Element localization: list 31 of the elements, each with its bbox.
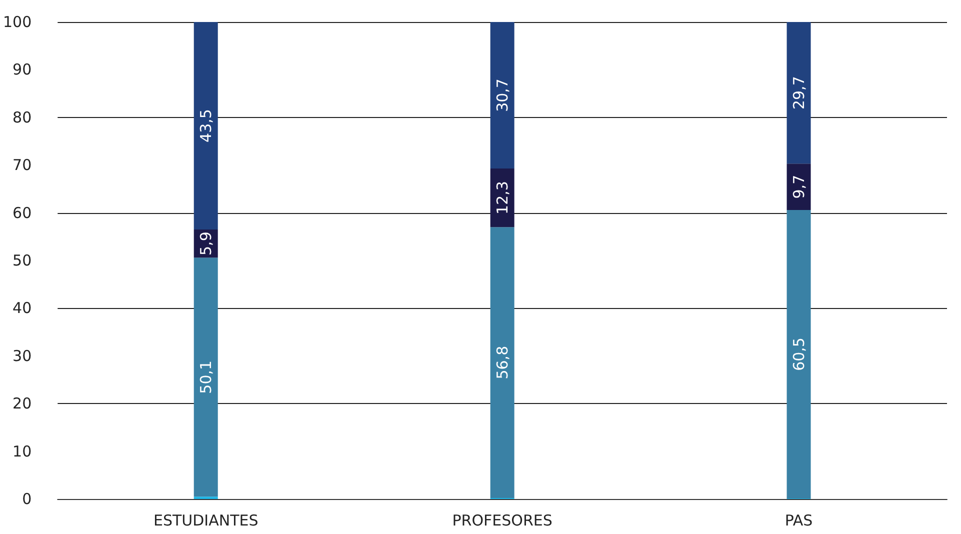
data-label: 29,7 [790,76,808,110]
data-label: 50,1 [196,360,215,394]
y-tick-label: 10 [12,442,32,460]
data-label: 56,8 [493,346,512,380]
y-tick-label: 60 [12,204,32,222]
y-tick-label: 0 [22,490,32,508]
y-tick-label: 30 [12,346,32,365]
x-tick-label: ESTUDIANTES [153,512,258,530]
y-tick-label: 100 [2,13,32,31]
x-tick-label: PAS [784,512,813,530]
data-label: 9,7 [790,174,808,199]
bar [194,258,218,497]
bar [490,227,514,498]
data-label: 12,3 [493,181,512,214]
bar [786,164,811,210]
bar [490,168,514,228]
data-label: 60,5 [790,338,808,371]
y-tick-label: 90 [12,60,32,79]
data-label: 30,7 [493,78,512,112]
bar [490,22,514,168]
data-label: 43,5 [196,109,215,142]
x-tick-label: PROFESORES [452,512,552,530]
y-tick-label: 40 [12,299,32,318]
y-tick-label: 70 [12,156,32,174]
y-tick-label: 50 [12,252,32,270]
bar [786,22,811,164]
bar [194,22,218,230]
y-tick-label: 20 [12,394,32,413]
data-label: 5,9 [196,232,215,256]
bar [786,210,811,499]
y-tick-label: 80 [12,108,32,126]
